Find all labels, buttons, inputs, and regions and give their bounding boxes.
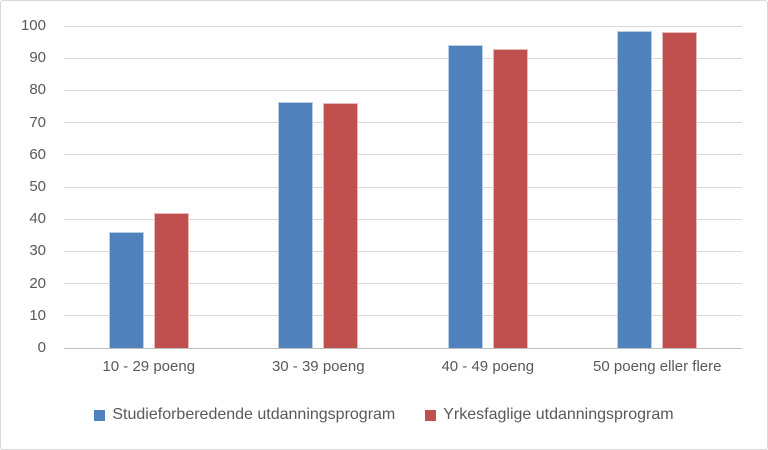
y-axis-tick-label: 80	[29, 81, 46, 99]
gridline-30	[64, 250, 742, 252]
y-axis-tick-label: 90	[29, 49, 46, 67]
legend-swatch-0	[94, 409, 106, 421]
gridline-80	[64, 89, 742, 91]
plot-area: 0 10 20 30 40 50 60 70 80 90 100 10 - 29 poeng 30 - …	[21, 17, 742, 375]
legend-swatch-1	[425, 409, 437, 421]
legend-label-0: Studieforberedende utdanningsprogram	[112, 406, 396, 423]
legend-item-1: Yrkesfaglige utdanningsprogram	[425, 405, 674, 425]
legend-label-1: Yrkesfaglige utdanningsprogram	[443, 406, 674, 423]
gridline-90	[64, 57, 742, 59]
bar-series-0-cat-3	[617, 30, 653, 348]
x-axis-category-label: 30 - 39 poeng	[271, 358, 365, 375]
y-axis-tick-label: 50	[29, 178, 46, 195]
gridline-70	[64, 122, 742, 124]
y-axis-tick-label: 10	[29, 306, 46, 324]
y-axis-tick-label: 20	[29, 274, 46, 292]
y-axis-tick-label: 100	[20, 17, 46, 34]
y-axis-tick-label: 70	[29, 113, 46, 131]
bar-series-1-cat-2	[492, 48, 528, 348]
bar-series-0-cat-2	[447, 45, 483, 348]
legend-item-0: Studieforberedende utdanningsprogram	[94, 405, 395, 425]
y-axis-tick-label: 30	[29, 242, 46, 260]
gridline-40	[64, 218, 742, 220]
bar-series-0-cat-1	[278, 101, 314, 348]
y-axis-tick-label: 40	[29, 210, 46, 228]
gridline-60	[64, 154, 742, 156]
gridline-10	[64, 315, 742, 317]
gridline-100	[64, 25, 742, 27]
bar-series-1-cat-3	[662, 32, 698, 348]
gridline-50	[64, 186, 742, 188]
x-axis-category-label: 40 - 49 poeng	[441, 358, 535, 375]
bar-series-1-cat-0	[153, 212, 189, 348]
x-axis-category-label: 10 - 29 poeng	[102, 358, 196, 375]
y-axis-tick-label: 0	[37, 339, 46, 356]
bar-series-1-cat-1	[323, 103, 359, 348]
x-axis-category-label: 50 poeng eller flere	[593, 358, 722, 375]
gridline-20	[64, 283, 742, 285]
bar-series-0-cat-0	[108, 232, 144, 348]
y-axis-tick-label: 60	[29, 145, 46, 163]
legend: Studieforberedende utdanningsprogram Yrke…	[1, 405, 767, 425]
